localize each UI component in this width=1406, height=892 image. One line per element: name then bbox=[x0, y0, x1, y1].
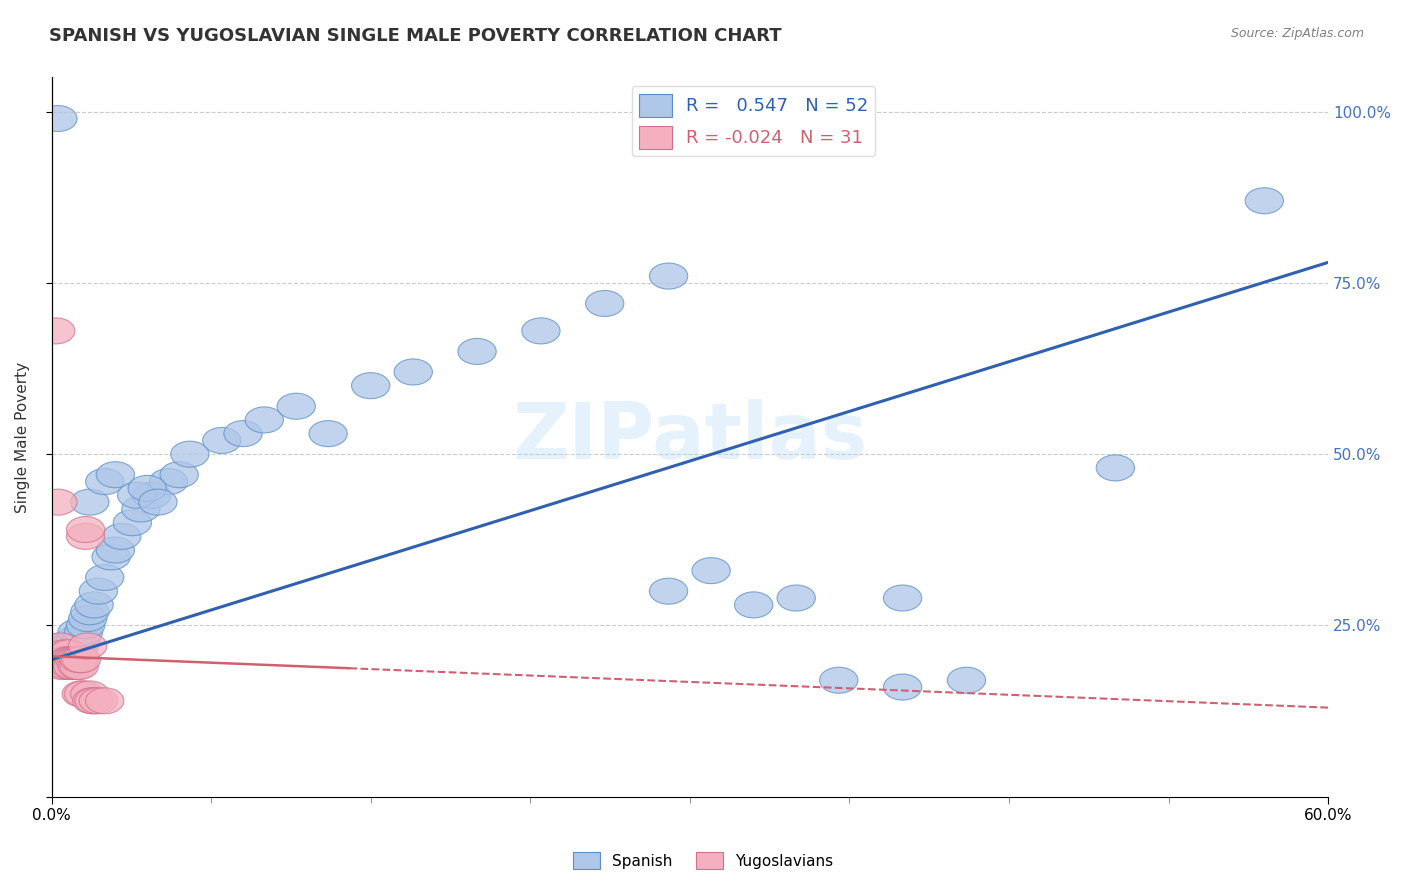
Ellipse shape bbox=[56, 647, 94, 673]
Ellipse shape bbox=[86, 688, 124, 714]
Ellipse shape bbox=[44, 647, 82, 673]
Ellipse shape bbox=[224, 421, 262, 447]
Ellipse shape bbox=[49, 640, 87, 665]
Ellipse shape bbox=[820, 667, 858, 693]
Ellipse shape bbox=[170, 442, 209, 467]
Ellipse shape bbox=[39, 489, 77, 516]
Text: Source: ZipAtlas.com: Source: ZipAtlas.com bbox=[1230, 27, 1364, 40]
Ellipse shape bbox=[48, 654, 86, 680]
Ellipse shape bbox=[45, 640, 83, 665]
Ellipse shape bbox=[44, 633, 82, 659]
Ellipse shape bbox=[96, 537, 135, 563]
Ellipse shape bbox=[37, 318, 75, 344]
Ellipse shape bbox=[122, 496, 160, 522]
Ellipse shape bbox=[65, 619, 103, 645]
Ellipse shape bbox=[585, 291, 624, 317]
Ellipse shape bbox=[202, 427, 240, 453]
Ellipse shape bbox=[883, 585, 922, 611]
Ellipse shape bbox=[75, 688, 114, 714]
Ellipse shape bbox=[1246, 187, 1284, 214]
Ellipse shape bbox=[650, 263, 688, 289]
Ellipse shape bbox=[692, 558, 730, 583]
Ellipse shape bbox=[149, 468, 187, 494]
Ellipse shape bbox=[62, 626, 100, 652]
Ellipse shape bbox=[75, 592, 114, 618]
Ellipse shape bbox=[39, 105, 77, 131]
Ellipse shape bbox=[58, 619, 96, 645]
Ellipse shape bbox=[53, 633, 91, 659]
Ellipse shape bbox=[96, 462, 135, 488]
Ellipse shape bbox=[948, 667, 986, 693]
Ellipse shape bbox=[58, 647, 96, 673]
Ellipse shape bbox=[883, 674, 922, 700]
Ellipse shape bbox=[41, 633, 79, 659]
Ellipse shape bbox=[139, 489, 177, 516]
Ellipse shape bbox=[58, 654, 96, 680]
Ellipse shape bbox=[245, 407, 284, 433]
Ellipse shape bbox=[309, 421, 347, 447]
Ellipse shape bbox=[48, 640, 86, 665]
Ellipse shape bbox=[70, 599, 110, 624]
Ellipse shape bbox=[734, 592, 773, 618]
Ellipse shape bbox=[60, 647, 98, 673]
Ellipse shape bbox=[52, 647, 90, 673]
Ellipse shape bbox=[778, 585, 815, 611]
Y-axis label: Single Male Poverty: Single Male Poverty bbox=[15, 361, 30, 513]
Ellipse shape bbox=[86, 468, 124, 494]
Ellipse shape bbox=[66, 524, 104, 549]
Ellipse shape bbox=[394, 359, 433, 385]
Ellipse shape bbox=[79, 688, 118, 714]
Ellipse shape bbox=[277, 393, 315, 419]
Ellipse shape bbox=[69, 606, 107, 632]
Ellipse shape bbox=[160, 462, 198, 488]
Ellipse shape bbox=[49, 647, 87, 673]
Ellipse shape bbox=[52, 654, 90, 680]
Ellipse shape bbox=[44, 654, 82, 680]
Text: SPANISH VS YUGOSLAVIAN SINGLE MALE POVERTY CORRELATION CHART: SPANISH VS YUGOSLAVIAN SINGLE MALE POVER… bbox=[49, 27, 782, 45]
Ellipse shape bbox=[86, 565, 124, 591]
Text: ZIPatlas: ZIPatlas bbox=[512, 399, 868, 475]
Legend: R =   0.547   N = 52, R = -0.024   N = 31: R = 0.547 N = 52, R = -0.024 N = 31 bbox=[631, 87, 876, 156]
Ellipse shape bbox=[1097, 455, 1135, 481]
Ellipse shape bbox=[60, 633, 98, 659]
Ellipse shape bbox=[53, 647, 91, 673]
Ellipse shape bbox=[458, 338, 496, 365]
Ellipse shape bbox=[49, 633, 87, 659]
Ellipse shape bbox=[91, 544, 131, 570]
Legend: Spanish, Yugoslavians: Spanish, Yugoslavians bbox=[567, 846, 839, 875]
Ellipse shape bbox=[70, 681, 110, 707]
Ellipse shape bbox=[79, 578, 118, 604]
Ellipse shape bbox=[70, 489, 110, 516]
Ellipse shape bbox=[352, 373, 389, 399]
Ellipse shape bbox=[522, 318, 560, 344]
Ellipse shape bbox=[65, 681, 103, 707]
Ellipse shape bbox=[73, 688, 111, 714]
Ellipse shape bbox=[45, 647, 83, 673]
Ellipse shape bbox=[114, 509, 152, 536]
Ellipse shape bbox=[62, 681, 100, 707]
Ellipse shape bbox=[60, 654, 98, 680]
Ellipse shape bbox=[103, 524, 141, 549]
Ellipse shape bbox=[62, 647, 100, 673]
Ellipse shape bbox=[48, 647, 86, 673]
Ellipse shape bbox=[66, 613, 104, 639]
Ellipse shape bbox=[56, 626, 94, 652]
Ellipse shape bbox=[650, 578, 688, 604]
Ellipse shape bbox=[128, 475, 166, 501]
Ellipse shape bbox=[132, 483, 170, 508]
Ellipse shape bbox=[53, 654, 91, 680]
Ellipse shape bbox=[118, 483, 156, 508]
Ellipse shape bbox=[69, 633, 107, 659]
Ellipse shape bbox=[66, 516, 104, 542]
